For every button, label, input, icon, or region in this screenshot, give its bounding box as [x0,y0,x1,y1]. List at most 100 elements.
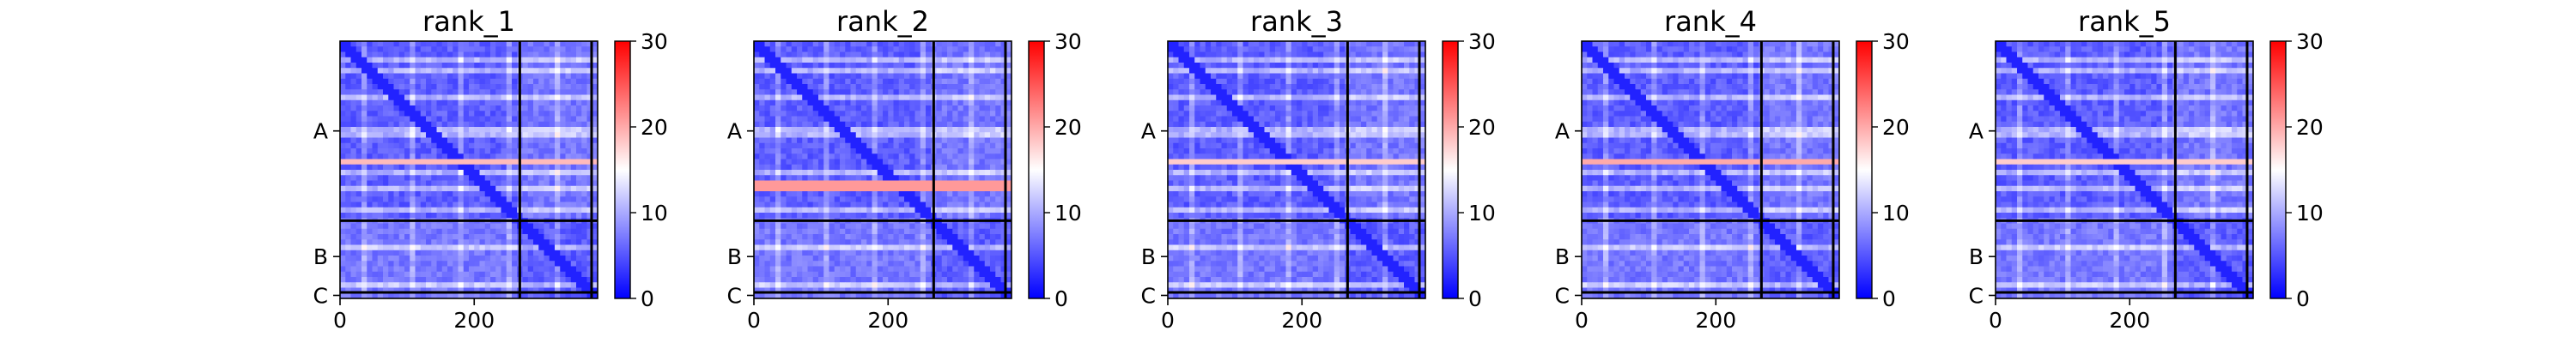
heatmap-cell [576,153,582,159]
heatmap-cell [883,116,889,123]
heatmap-cell [995,46,1001,52]
heatmap-cell [458,239,465,245]
heatmap-cell [791,142,798,149]
heatmap-cell [850,256,857,262]
heatmap-cell [764,68,771,74]
heatmap-cell [941,180,948,187]
heatmap-cell [549,239,556,245]
heatmap-cell [533,228,539,235]
heatmap-cell [463,73,470,80]
heatmap-cell [479,89,486,95]
heatmap-cell [426,153,432,159]
heatmap-cell [979,105,986,111]
heatmap-cell [759,99,765,106]
heatmap-cell [914,78,921,85]
heatmap-cell [963,121,969,128]
heatmap-cell [909,111,915,117]
heatmap-cell [850,127,857,133]
heatmap-cell [512,159,518,165]
heatmap-cell [812,250,819,256]
heatmap-cell [914,207,921,214]
heatmap-cell [764,228,771,235]
heatmap-cell [797,277,803,283]
heatmap-cell [969,121,975,128]
heatmap-cell [560,73,566,80]
heatmap-cell [812,116,819,123]
heatmap-cell [415,164,422,171]
heatmap-cell [463,239,470,245]
y-tick-label: A [313,119,328,144]
heatmap-cell [501,170,507,176]
heatmap-cell [957,148,964,154]
heatmap-cell [872,175,878,181]
heatmap-cell [947,63,953,69]
heatmap-cell [914,282,921,288]
heatmap-cell [436,46,443,52]
heatmap-cell [1323,63,1329,69]
heatmap-cell [812,94,819,101]
heatmap-cell [845,228,851,235]
heatmap-cell [963,277,969,283]
heatmap-cell [781,234,787,240]
heatmap-cell [764,111,771,117]
heatmap-cell [840,63,846,69]
heatmap-cell [441,99,448,106]
heatmap-cell [501,202,507,208]
heatmap-cell [490,57,496,63]
heatmap-cell [979,121,986,128]
heatmap-cell [855,244,862,251]
heatmap-cell [957,239,964,245]
heatmap-cell [834,185,841,192]
heatmap-cell [995,116,1001,123]
heatmap-cell [340,99,346,106]
heatmap-cell [920,159,927,165]
heatmap-cell [1005,137,1012,144]
heatmap-cell [393,41,400,47]
heatmap-cell [410,213,416,219]
heatmap-cell [512,185,518,192]
heatmap-cell [431,159,437,165]
heatmap-cell [936,111,943,117]
heatmap-cell [544,180,550,187]
heatmap-cell [1005,78,1012,85]
heatmap-cell [850,153,857,159]
heatmap-cell [984,191,991,197]
heatmap-cell [469,99,475,106]
heatmap-cell [479,207,486,214]
heatmap-cell [883,164,889,171]
heatmap-cell [377,148,384,154]
heatmap-cell [823,185,829,192]
heatmap-cell [904,57,910,63]
heatmap-cell [888,250,894,256]
heatmap-cell [818,78,824,85]
heatmap-cell [436,180,443,187]
heatmap-cell [441,73,448,80]
heatmap-cell [823,170,829,176]
heatmap-cell [398,121,405,128]
heatmap-cell [920,250,927,256]
heatmap-cell [1189,68,1195,74]
heatmap-cell [340,148,346,154]
heatmap-cell [415,78,422,85]
colorbar [1028,40,1045,299]
heatmap-cell [383,127,389,133]
heatmap-cell [764,164,771,171]
heatmap-cell [372,185,379,192]
heatmap-cell [463,170,470,176]
heatmap-cell [544,41,550,47]
heatmap-cell [1297,41,1303,47]
heatmap-cell [791,191,798,197]
heatmap-cell [549,84,556,90]
heatmap-cell [420,63,427,69]
heatmap-cell [866,239,872,245]
heatmap-cell [883,41,889,47]
heatmap-cell [340,89,346,95]
heatmap-cell [840,105,846,111]
heatmap-cell [1000,271,1007,278]
heatmap-cell [979,153,986,159]
heatmap-cell [840,132,846,138]
heatmap-cell [898,142,905,149]
heatmap-cell [431,228,437,235]
heatmap-cell [350,261,357,267]
heatmap-cell [1005,116,1012,123]
